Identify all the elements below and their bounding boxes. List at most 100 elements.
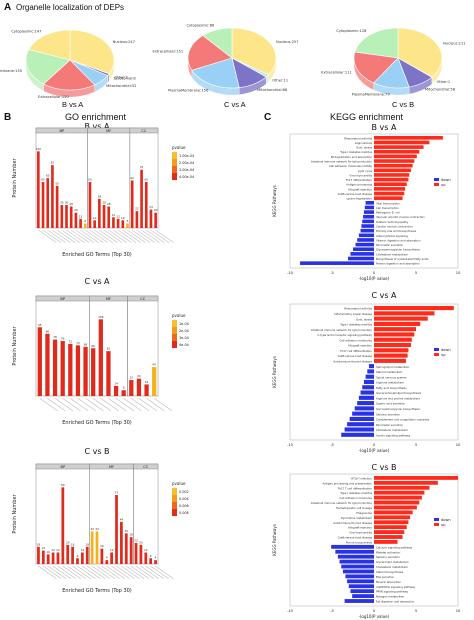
go-bar-value: 12 (144, 548, 148, 552)
kegg-bar-up (374, 358, 406, 363)
go-bar (37, 327, 42, 396)
go-tick-label (66, 229, 85, 243)
kegg-bar-up (374, 540, 398, 544)
go-legend-label: 0.008 (179, 511, 189, 515)
pie-label: Mitochondrial:86 (257, 88, 288, 92)
kegg-bar-down (347, 256, 374, 261)
kegg-bar-down (367, 369, 374, 374)
go-bar-value: 62 (130, 176, 134, 180)
kegg-bar-down (361, 224, 374, 228)
go-bar (46, 554, 50, 564)
kegg-bar-down (357, 401, 374, 406)
go-bar-value: 82 (51, 161, 55, 165)
kegg-bar-down (342, 569, 374, 574)
kegg-category-label: Complement and coagulation cascades (376, 418, 430, 422)
kegg-ylabel: KEGG Pathways (272, 185, 277, 217)
go-tick-label (155, 565, 174, 579)
kegg-ylabel: KEGG Pathways (272, 524, 277, 556)
kegg-category-label: Fat digestion and absorption (376, 600, 415, 604)
kegg-category-label: Intestinal immune network for IgA produc… (311, 159, 372, 163)
kegg-category-label: Cholesterol metabolism (376, 252, 408, 256)
go-bar (121, 220, 125, 228)
kegg-bar-up (374, 159, 415, 163)
go-bar (45, 333, 50, 396)
go-tick-label (116, 565, 135, 579)
go-tick-label (108, 398, 127, 412)
kegg-category-label: Cell transcription (376, 206, 399, 210)
kegg-bar-down (358, 233, 374, 238)
pie-label: Cytoplasmic:128 (336, 29, 367, 33)
kegg-xtick: 10 (456, 443, 461, 447)
go-tick-label (117, 229, 137, 243)
go-tick-label (153, 398, 173, 412)
go-tick-label (70, 229, 90, 243)
kegg-bar-up (374, 342, 411, 348)
go-legend-swatch (172, 159, 177, 166)
kegg-category-label: Inflammatory bowel disease (334, 312, 372, 316)
kegg-bar-down (365, 201, 374, 205)
kegg-legend-down-swatch (434, 348, 439, 351)
kegg-category-label: Arginine metabolism (376, 381, 404, 385)
kegg-bar-down (368, 364, 374, 369)
kegg-category-label: Lipid cycle (358, 169, 373, 173)
pie-label: Lysosomal:8 (114, 77, 137, 81)
kegg-legend-down-label: down (441, 178, 451, 182)
kegg-bar-down (363, 214, 374, 219)
kegg-category-label: Spinal nervous system (376, 375, 407, 379)
kegg-bar-up (374, 182, 407, 187)
kegg-bar-up (374, 505, 417, 510)
kegg-bar-down (363, 379, 374, 385)
kegg-legend-up-label: up (441, 523, 446, 527)
go-group-label: CC (140, 297, 146, 301)
go-tick-label (91, 565, 111, 579)
go-ylabel: Protein Number (12, 157, 18, 197)
kegg-bar-down (344, 427, 374, 432)
go-tick-label (101, 565, 121, 579)
go-tick-label (111, 565, 130, 579)
pie-label: Nucleus:211 (443, 42, 465, 46)
kegg-bar-up (374, 535, 403, 539)
kegg-category-label: Allograft rejection (348, 187, 372, 191)
kegg-category-label: Rheumatoid arthritis (344, 307, 372, 311)
go-tick-label (96, 565, 116, 579)
kegg-legend-down-swatch (434, 178, 439, 181)
go-tick-label (155, 229, 174, 243)
kegg-bar-up (374, 327, 416, 332)
kegg-ylabel: KEGG Pathways (272, 356, 277, 388)
go-bar (93, 220, 96, 228)
go-xlabel: Enriched GO Terms (Top 30) (62, 420, 132, 426)
kegg-frame (289, 473, 459, 607)
kegg-bar-up (374, 530, 405, 534)
go-legend-swatch (172, 334, 177, 341)
go-bar-value: 22 (135, 207, 139, 211)
kegg-bar-up (374, 306, 454, 311)
go-bar (41, 550, 45, 564)
go-bar (144, 384, 149, 396)
go-tick-label (130, 398, 150, 412)
kegg-bar-down (341, 564, 374, 569)
go-bar (144, 182, 148, 228)
kegg-category-label: Oxid. stress (356, 317, 372, 321)
go-bar (61, 487, 65, 564)
kegg-category-label: Pancreatic secretion (376, 423, 403, 427)
kegg-bar-down (335, 549, 374, 554)
go-bar-value: 70 (76, 341, 80, 345)
pie-label: Mitochondrial:58 (425, 87, 456, 91)
go-bar-value: 12 (81, 548, 85, 552)
pie-label: Extracellular:151 (152, 49, 183, 53)
go-tick-label (80, 229, 99, 243)
go-bar (83, 346, 88, 396)
go-tick-label (127, 229, 146, 243)
go-tick-label (52, 565, 72, 579)
kegg-category-label: Allograft rejection (348, 344, 372, 348)
go-section-header (133, 463, 159, 470)
go-bar (83, 223, 87, 228)
go-bar-value: 16 (100, 544, 104, 548)
kegg-category-label: Lysine degradation (346, 197, 372, 201)
go-title: C vs A (84, 277, 110, 286)
kegg-xlabel: -log10(P value) (359, 448, 390, 453)
kegg-xtick: 0 (373, 443, 376, 447)
kegg-legend-up-swatch (434, 523, 439, 526)
go-bar (107, 206, 111, 228)
go-tick-label (75, 229, 95, 243)
